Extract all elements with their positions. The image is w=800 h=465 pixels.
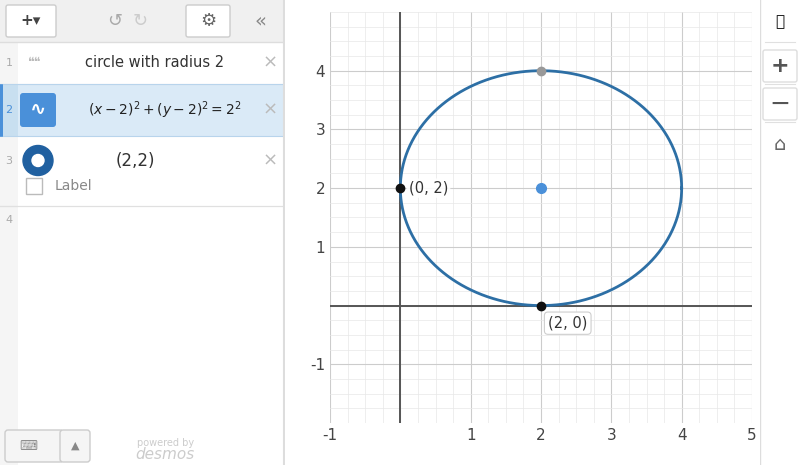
Text: (2,2): (2,2) xyxy=(115,152,154,170)
Text: ⌂: ⌂ xyxy=(774,134,786,153)
FancyBboxPatch shape xyxy=(0,84,18,136)
FancyBboxPatch shape xyxy=(20,93,56,127)
Circle shape xyxy=(32,154,44,166)
FancyBboxPatch shape xyxy=(60,430,90,462)
Text: ▲: ▲ xyxy=(70,441,79,451)
Text: 1: 1 xyxy=(6,58,13,68)
Text: $(x-2)^2+(y-2)^2=2^2$: $(x-2)^2+(y-2)^2=2^2$ xyxy=(88,99,242,121)
FancyBboxPatch shape xyxy=(5,430,63,462)
Text: Label: Label xyxy=(55,179,93,193)
Text: 🔧: 🔧 xyxy=(775,14,785,29)
Text: (0, 2): (0, 2) xyxy=(409,180,448,196)
FancyBboxPatch shape xyxy=(763,50,797,82)
FancyBboxPatch shape xyxy=(0,42,18,84)
Text: −: − xyxy=(770,92,790,116)
FancyBboxPatch shape xyxy=(0,136,18,206)
Text: circle with radius 2: circle with radius 2 xyxy=(86,55,225,71)
Text: ×: × xyxy=(262,101,278,119)
Text: desmos: desmos xyxy=(136,446,195,461)
Text: ∿: ∿ xyxy=(30,100,46,120)
Text: +: + xyxy=(770,56,790,76)
FancyBboxPatch shape xyxy=(186,5,230,37)
FancyBboxPatch shape xyxy=(6,5,56,37)
Text: ×: × xyxy=(262,152,278,170)
Text: 4: 4 xyxy=(6,215,13,225)
Text: ❝❝: ❝❝ xyxy=(28,57,42,69)
Text: 2: 2 xyxy=(6,105,13,115)
Text: +▾: +▾ xyxy=(21,13,41,28)
FancyBboxPatch shape xyxy=(26,179,42,194)
Text: (2, 0): (2, 0) xyxy=(548,316,587,331)
FancyBboxPatch shape xyxy=(0,0,285,42)
Text: ↺: ↺ xyxy=(107,12,122,30)
FancyBboxPatch shape xyxy=(0,206,18,465)
Text: powered by: powered by xyxy=(137,438,194,448)
Text: ↻: ↻ xyxy=(133,12,147,30)
FancyBboxPatch shape xyxy=(763,88,797,120)
Text: ⌨: ⌨ xyxy=(19,439,37,452)
Circle shape xyxy=(23,146,53,175)
Text: «: « xyxy=(254,12,266,31)
Text: ×: × xyxy=(262,54,278,72)
FancyBboxPatch shape xyxy=(0,84,285,136)
Text: ⚙: ⚙ xyxy=(200,12,216,30)
Text: 3: 3 xyxy=(6,155,13,166)
